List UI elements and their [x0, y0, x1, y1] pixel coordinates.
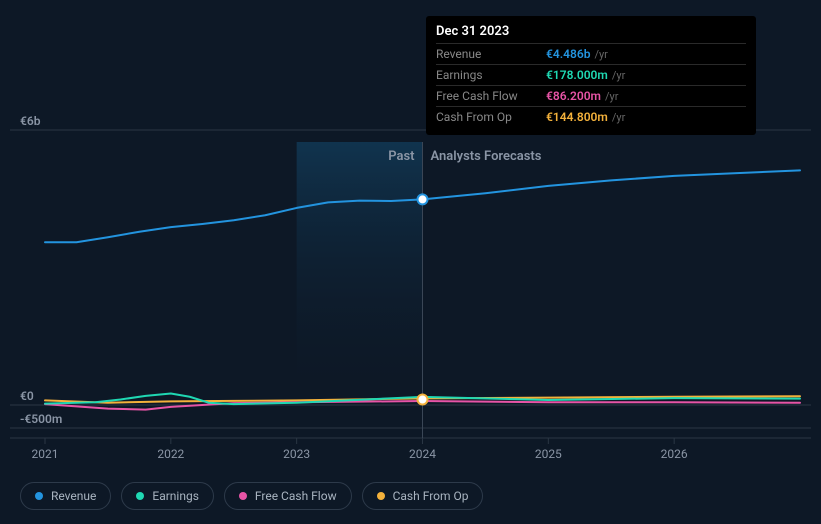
- tooltip-row-label: Cash From Op: [436, 110, 546, 124]
- chart-legend: Revenue Earnings Free Cash Flow Cash From O…: [20, 482, 483, 510]
- forecast-label: Analysts Forecasts: [431, 149, 542, 164]
- tooltip-row-unit: /yr: [594, 48, 607, 61]
- past-label: Past: [388, 149, 415, 164]
- tooltip-title: Dec 31 2023: [436, 24, 746, 39]
- tooltip-row: Revenue€4.486b/yr: [436, 43, 746, 64]
- legend-label: Earnings: [152, 489, 199, 503]
- legend-label: Free Cash Flow: [255, 489, 337, 503]
- tooltip-row-label: Free Cash Flow: [436, 89, 546, 103]
- tooltip-row-label: Revenue: [436, 47, 546, 61]
- tooltip-row-unit: /yr: [612, 111, 625, 124]
- highlight-marker-revenue: [418, 194, 428, 204]
- tooltip-row-unit: /yr: [605, 90, 618, 103]
- y-axis-label: -€500m: [20, 412, 62, 426]
- x-axis-tick: 2026: [661, 447, 688, 461]
- tooltip-row-label: Earnings: [436, 68, 546, 82]
- legend-dot-icon: [377, 492, 385, 500]
- x-axis-tick: 2024: [409, 447, 436, 461]
- tooltip-row: Earnings€178.000m/yr: [436, 64, 746, 85]
- tooltip-row-value: €4.486b: [546, 47, 590, 61]
- legend-item-revenue[interactable]: Revenue: [20, 482, 111, 510]
- highlight-marker-lower: [418, 395, 428, 405]
- legend-dot-icon: [35, 492, 43, 500]
- chart-tooltip: Dec 31 2023 Revenue€4.486b/yrEarnings€17…: [426, 16, 756, 135]
- x-axis-tick: 2022: [157, 447, 184, 461]
- tooltip-row-value: €144.800m: [546, 110, 608, 124]
- legend-item-cash_from_op[interactable]: Cash From Op: [362, 482, 484, 510]
- tooltip-row-unit: /yr: [612, 69, 625, 82]
- legend-label: Cash From Op: [393, 489, 469, 503]
- tooltip-row: Cash From Op€144.800m/yr: [436, 106, 746, 127]
- legend-dot-icon: [239, 492, 247, 500]
- tooltip-row-value: €86.200m: [546, 89, 601, 103]
- legend-label: Revenue: [51, 489, 96, 503]
- x-axis-tick: 2023: [283, 447, 310, 461]
- legend-dot-icon: [136, 492, 144, 500]
- tooltip-row-value: €178.000m: [546, 68, 608, 82]
- tooltip-row: Free Cash Flow€86.200m/yr: [436, 85, 746, 106]
- y-axis-label: €0: [20, 389, 34, 403]
- earnings-revenue-chart: €6b €0 -€500m Past Analysts Forecasts 2021 202…: [0, 0, 821, 524]
- y-axis-label: €6b: [20, 114, 41, 128]
- x-axis-tick: 2025: [535, 447, 562, 461]
- legend-item-earnings[interactable]: Earnings: [121, 482, 214, 510]
- legend-item-free_cash_flow[interactable]: Free Cash Flow: [224, 482, 352, 510]
- x-axis-tick: 2021: [32, 447, 59, 461]
